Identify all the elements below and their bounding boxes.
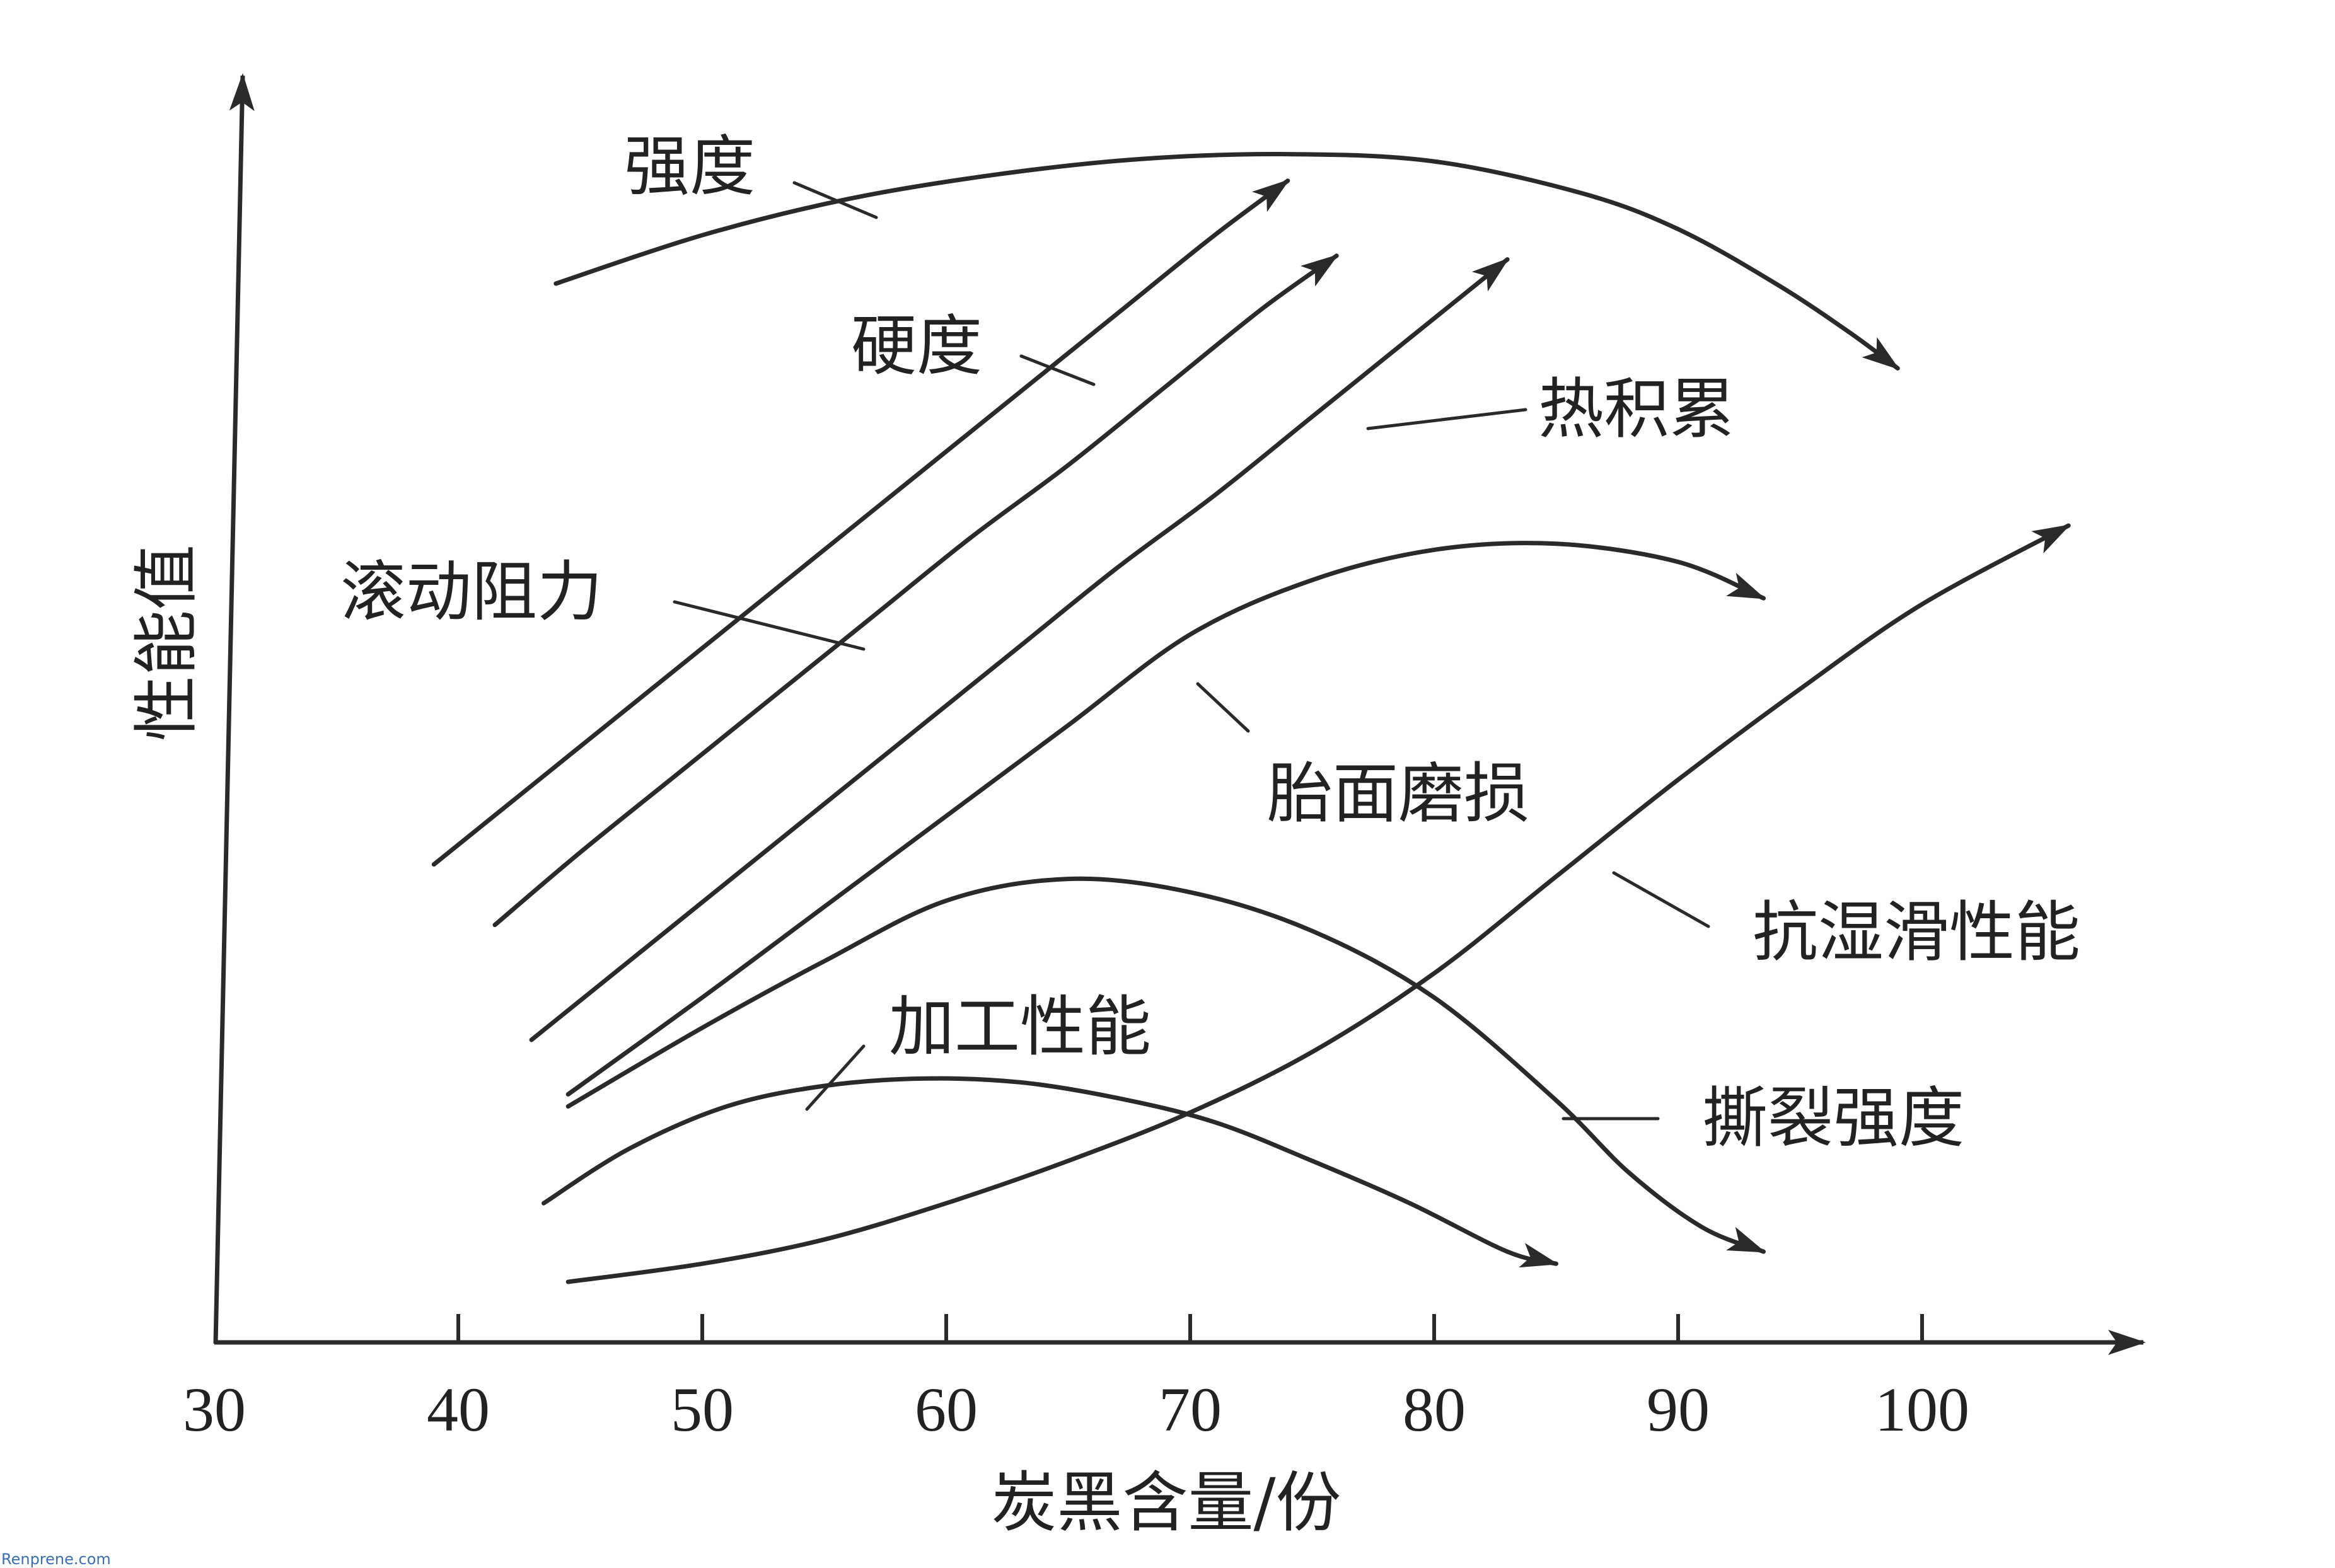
series-line-2 <box>431 178 1290 867</box>
x-tick-label-80: 80 <box>1403 1375 1466 1444</box>
leader-lines <box>673 181 1710 1121</box>
series-line-3 <box>492 253 1339 928</box>
x-tick-label-30: 30 <box>183 1375 246 1444</box>
label-rolling-resistance: 滚动阻力 <box>340 553 603 630</box>
leader-strength <box>792 181 878 219</box>
x-tick-label-50: 50 <box>671 1375 734 1444</box>
series-line-5 <box>565 541 1766 1097</box>
leader-tread-wear <box>1196 682 1250 733</box>
y-axis-line <box>213 73 255 1344</box>
leader-processability <box>805 1044 866 1111</box>
x-tick-label-70: 70 <box>1159 1375 1222 1444</box>
x-axis-title: 炭黑含量/份 <box>991 1464 1341 1541</box>
label-processability: 加工性能 <box>889 988 1151 1065</box>
x-ticks: 30 40 50 60 70 80 90 100 <box>183 1314 1969 1444</box>
x-tick-label-60: 60 <box>915 1375 978 1444</box>
x-tick-label-40: 40 <box>427 1375 490 1444</box>
curve-labels: 强度 硬度 热积累 滚动阻力 胎面磨损 抗湿滑性能 加工性能 撕裂强度 <box>340 128 2080 1156</box>
series-line-6 <box>565 523 2071 1284</box>
leader-wet-skid <box>1612 871 1710 928</box>
axes <box>213 73 2146 1355</box>
leader-heat-buildup <box>1366 408 1527 430</box>
series-group <box>431 152 2071 1284</box>
y-axis-title: 性能值 <box>128 545 205 741</box>
label-tear-strength: 撕裂强度 <box>1702 1080 1964 1156</box>
x-tick-label-90: 90 <box>1647 1375 1710 1444</box>
series-line-1 <box>553 152 1900 371</box>
label-heat-buildup: 热积累 <box>1538 371 1735 447</box>
series-line-7 <box>542 1076 1559 1268</box>
label-hardness: 硬度 <box>851 308 982 384</box>
label-strength: 强度 <box>624 128 755 205</box>
series-line-8 <box>565 876 1766 1254</box>
leader-hardness <box>1019 354 1096 386</box>
watermark: Renprene.com <box>1 1550 111 1568</box>
label-wet-skid: 抗湿滑性能 <box>1753 894 2080 971</box>
x-tick-label-100: 100 <box>1875 1375 1969 1444</box>
leader-rolling-resistance <box>673 600 866 651</box>
series-line-4 <box>529 257 1510 1042</box>
label-tread-wear: 胎面磨损 <box>1267 755 1529 832</box>
